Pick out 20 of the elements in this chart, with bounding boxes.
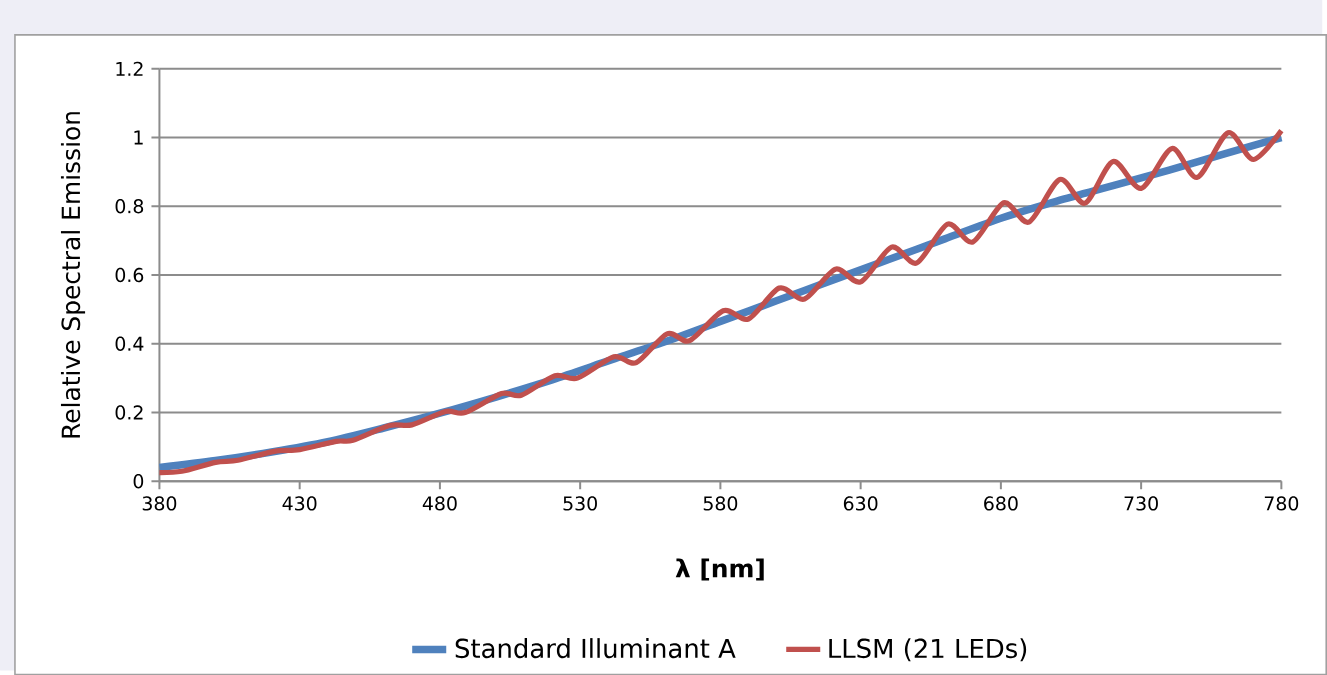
x-axis-title: λ [nm] bbox=[675, 558, 764, 581]
x-tick-label: 680 bbox=[984, 496, 1018, 511]
x-tick-label: 530 bbox=[563, 496, 597, 511]
x-tick-label: 630 bbox=[843, 496, 878, 511]
y-tick-label: 1.2 bbox=[116, 61, 143, 76]
x-tick-label: 780 bbox=[1264, 496, 1299, 511]
legend-label: Standard Illuminant A bbox=[455, 637, 736, 659]
y-axis-title: Relative Spectral Emission bbox=[60, 111, 86, 438]
x-tick-label: 480 bbox=[422, 496, 457, 511]
x-tick-label: 730 bbox=[1124, 496, 1158, 511]
y-tick-label: 0.2 bbox=[115, 405, 143, 420]
y-tick-label: 0.8 bbox=[115, 198, 144, 214]
legend-label: LLSM (21 LEDs) bbox=[829, 637, 1027, 662]
x-tick-label: 430 bbox=[282, 496, 317, 511]
y-tick-label: 0.4 bbox=[115, 336, 144, 351]
x-tick-label: 380 bbox=[142, 496, 177, 511]
x-tick-label: 580 bbox=[703, 496, 738, 511]
y-tick-label: 0.6 bbox=[115, 267, 144, 282]
y-tick-label: 0 bbox=[133, 473, 144, 489]
y-tick-label: 1 bbox=[134, 130, 143, 145]
